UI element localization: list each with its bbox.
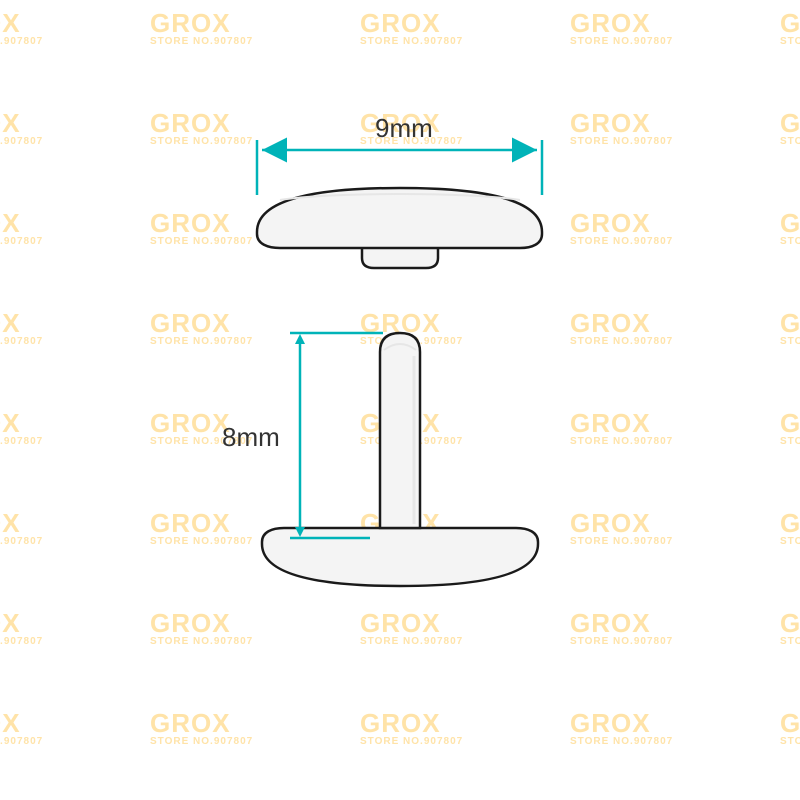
cap-part [257, 188, 542, 268]
width-dimension-label: 9mm [375, 113, 433, 144]
width-dimension [257, 140, 542, 195]
post-part [262, 333, 538, 586]
height-dimension [290, 333, 383, 538]
height-dimension-label: 8mm [222, 422, 280, 453]
